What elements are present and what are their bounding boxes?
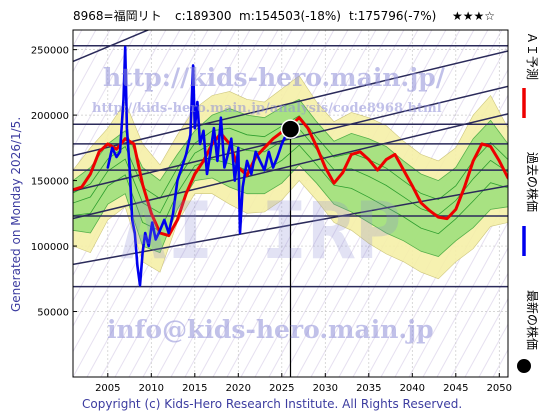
x-tick-label: 2005 <box>95 383 120 394</box>
latest-price-layer <box>280 119 301 377</box>
y-tick-label: 100000 <box>31 242 69 253</box>
copyright-footer: Copyright (c) Kids-Hero Research Institu… <box>82 397 462 411</box>
x-tick-label: 2050 <box>487 383 512 394</box>
background-hatch-line <box>450 272 508 377</box>
generated-date-label: Generated on Monday 2026/1/5. <box>9 117 23 312</box>
background-hatch-line <box>436 246 508 377</box>
background-hatch-line <box>184 30 377 377</box>
trend-line <box>73 30 151 63</box>
latest-price-marker <box>280 119 301 139</box>
x-axis-ticks: 2005 2010 2015 2020 2025 2030 2035 2040 2045 2050 <box>95 373 512 394</box>
prediction-band-inner <box>73 98 508 257</box>
trend-line <box>73 50 508 157</box>
header-close: c:189300 <box>175 9 231 23</box>
x-tick-label: 2045 <box>443 383 468 394</box>
legend-ai-prediction-label: ＡＩ予測 <box>525 32 539 80</box>
header-code-name: 8968=福岡リト <box>73 8 162 23</box>
background-hatch-line <box>212 30 405 377</box>
header-median: m:154503(-18%) <box>239 9 341 23</box>
background-hatch-line <box>73 30 111 99</box>
background-hatch-line <box>100 30 293 377</box>
background-hatch-line <box>73 30 125 124</box>
legend-past-price-label: 過去の株価 <box>525 152 540 212</box>
x-tick-label: 2015 <box>182 383 207 394</box>
x-tick-label: 2020 <box>226 383 251 394</box>
y-tick-label: 150000 <box>31 177 69 188</box>
x-tick-label: 2040 <box>400 383 425 394</box>
watermark-email: info@kids-hero.main.jp <box>107 315 434 344</box>
background-hatch-line <box>549 30 560 377</box>
y-tick-label: 250000 <box>31 46 69 57</box>
legend-latest-price-label: 最新の株価 <box>525 290 540 350</box>
y-axis-ticks: 50000 100000 150000 200000 250000 <box>31 46 77 319</box>
x-tick-label: 2010 <box>139 383 164 394</box>
watermark-sub-url: http://kids-hero.main.jp/analysis/code89… <box>92 101 442 116</box>
past-price-line <box>106 45 292 287</box>
plot-frame <box>72 29 509 378</box>
header-rating: ★★★☆ <box>452 9 495 23</box>
watermark-url: http://kids-hero.main.jp/ <box>103 63 446 92</box>
background-hatch-line <box>114 30 307 377</box>
y-tick-label: 200000 <box>31 111 69 122</box>
y-tick-label: 50000 <box>37 308 69 319</box>
x-tick-label: 2025 <box>269 383 294 394</box>
x-tick-label: 2030 <box>313 383 338 394</box>
background-hatch-line <box>73 30 153 175</box>
header-target: t:175796(-7%) <box>349 9 436 23</box>
x-tick-label: 2035 <box>356 383 381 394</box>
background-hatch-line <box>73 30 167 200</box>
legend-latest-price-swatch <box>517 359 531 373</box>
background-hatch-line <box>73 30 139 149</box>
background-hatch-line <box>464 297 508 377</box>
watermark-big: AI IRP <box>120 187 402 277</box>
background-hatch-line <box>422 221 508 377</box>
